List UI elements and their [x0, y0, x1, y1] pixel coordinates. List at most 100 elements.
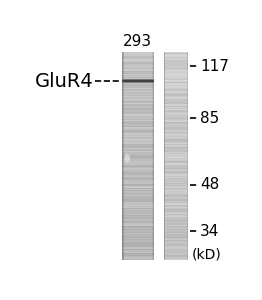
Bar — [122, 76, 154, 77]
Bar — [122, 171, 154, 172]
Bar — [164, 74, 188, 75]
Bar — [122, 163, 154, 164]
Bar — [164, 122, 188, 123]
Bar — [122, 135, 154, 136]
Bar — [164, 192, 188, 194]
Bar — [122, 120, 154, 121]
Bar — [122, 248, 154, 249]
Bar — [164, 100, 188, 101]
Bar — [164, 109, 188, 110]
Bar — [122, 164, 154, 166]
Bar — [122, 172, 154, 173]
Bar — [164, 242, 188, 243]
Bar — [122, 205, 154, 206]
Bar — [164, 78, 188, 79]
Bar — [122, 191, 154, 193]
Bar — [164, 118, 188, 119]
Bar — [122, 128, 154, 129]
Bar — [122, 214, 154, 215]
Bar — [164, 69, 188, 70]
Bar — [164, 252, 188, 253]
Bar — [164, 172, 188, 173]
Bar — [122, 228, 154, 229]
Bar — [164, 138, 188, 140]
Bar — [164, 79, 188, 80]
Bar — [164, 134, 188, 135]
Bar — [122, 81, 154, 82]
Bar — [164, 111, 188, 112]
Bar — [122, 245, 154, 247]
Bar — [122, 243, 154, 244]
Bar — [164, 67, 188, 68]
Bar — [164, 61, 188, 63]
Bar — [164, 131, 188, 132]
Bar — [122, 157, 154, 158]
Bar — [122, 194, 154, 196]
Bar — [164, 52, 165, 260]
Bar — [122, 59, 154, 61]
Bar — [164, 174, 188, 175]
Bar — [164, 256, 188, 257]
Bar — [122, 187, 154, 188]
Bar — [164, 185, 188, 186]
Bar — [164, 235, 188, 236]
Bar — [164, 199, 188, 200]
Bar — [122, 142, 154, 144]
Bar — [122, 74, 154, 75]
Bar — [122, 161, 154, 162]
Bar — [122, 258, 154, 259]
Bar — [122, 52, 154, 53]
Bar — [122, 233, 154, 234]
Bar — [164, 103, 188, 104]
Bar — [164, 84, 188, 86]
Bar — [164, 142, 188, 144]
Bar — [122, 232, 154, 233]
Bar — [164, 160, 188, 161]
Bar — [122, 188, 154, 189]
Text: 117: 117 — [200, 58, 229, 74]
Bar — [164, 52, 165, 260]
Bar — [122, 140, 154, 142]
Bar — [122, 211, 154, 212]
Bar — [122, 242, 154, 243]
Bar — [164, 98, 188, 99]
Bar — [122, 199, 154, 200]
Bar — [164, 245, 188, 247]
Bar — [122, 87, 154, 88]
Bar — [122, 253, 154, 254]
Bar — [122, 215, 154, 216]
Bar — [122, 99, 154, 100]
Bar — [164, 118, 188, 120]
Bar — [122, 225, 154, 226]
Bar — [122, 206, 154, 207]
Bar — [164, 218, 188, 220]
Bar — [164, 60, 188, 62]
Bar — [122, 85, 154, 86]
Bar — [164, 228, 188, 229]
Bar — [164, 224, 188, 225]
Bar — [122, 64, 154, 66]
Bar — [122, 88, 154, 90]
Bar — [122, 82, 154, 83]
Bar — [164, 80, 188, 81]
Bar — [122, 169, 154, 170]
Bar — [122, 159, 154, 160]
Bar — [164, 158, 188, 159]
Bar — [164, 136, 188, 137]
Bar — [122, 56, 154, 57]
Bar — [164, 204, 188, 205]
Bar — [164, 129, 188, 130]
Bar — [164, 114, 188, 116]
Bar — [122, 67, 154, 68]
Bar — [164, 58, 188, 59]
Bar — [122, 52, 124, 260]
Bar — [164, 107, 188, 108]
Bar — [122, 207, 154, 208]
Bar — [164, 110, 188, 111]
Bar — [122, 200, 154, 201]
Bar — [122, 82, 154, 83]
Bar — [122, 79, 154, 80]
Bar — [122, 130, 154, 131]
Bar — [164, 172, 188, 174]
Bar — [122, 235, 154, 236]
